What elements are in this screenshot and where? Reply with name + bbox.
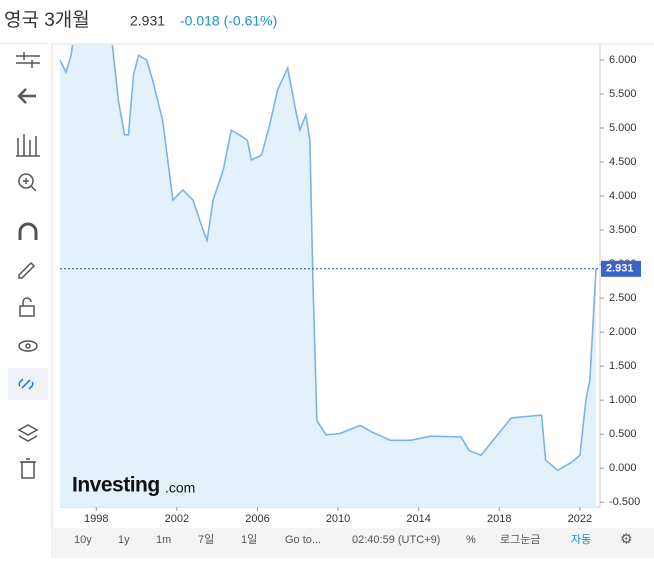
icon-zoom[interactable] — [18, 173, 34, 189]
area — [60, 45, 596, 507]
icon-magnet[interactable] — [18, 222, 38, 240]
y-tick-label: 1.500 — [609, 360, 637, 372]
change: -0.018 (-0.61%) — [180, 13, 277, 29]
plot — [60, 45, 597, 507]
bottom-bar — [52, 528, 654, 558]
icon-lock-arc[interactable] — [22, 297, 32, 306]
icon-pencil[interactable] — [18, 261, 36, 279]
y-tick-label: 4.000 — [609, 190, 637, 202]
toolbar-button[interactable]: 1y — [118, 534, 130, 546]
y-tick-label: 5.500 — [609, 88, 637, 100]
toolbar-button[interactable]: 02:40:59 (UTC+9) — [352, 534, 440, 546]
y-tick-label: 5.000 — [609, 122, 637, 134]
y-tick-label: 6.000 — [609, 54, 637, 66]
icon-eye[interactable] — [18, 340, 38, 352]
x-tick-label: 2006 — [245, 513, 269, 525]
x-tick-label: 2014 — [406, 513, 430, 525]
line — [60, 45, 597, 472]
watermark: Investing — [72, 474, 160, 497]
y-tick-label: 2.000 — [609, 326, 637, 338]
icon-trash-lid[interactable] — [20, 458, 36, 463]
y-tick-label: 3.500 — [609, 224, 637, 236]
header-bg — [0, 0, 654, 44]
y-tick-label: 4.500 — [609, 156, 637, 168]
left-toolbar — [0, 44, 52, 558]
x-tick-label: 1998 — [84, 513, 108, 525]
toolbar-button[interactable]: % — [466, 534, 476, 546]
y-tick-label: 0.500 — [609, 428, 637, 440]
icon-layers[interactable] — [17, 424, 39, 442]
last-value-label: 2.931 — [606, 263, 634, 275]
icon-zoom-plus[interactable] — [23, 178, 37, 192]
icon-back[interactable] — [17, 88, 36, 104]
icon-candles[interactable] — [16, 134, 40, 157]
last-value-tag — [601, 260, 641, 277]
y-tick-label: -0.500 — [609, 496, 640, 508]
toolbar-button[interactable]: 자동 — [571, 533, 591, 546]
y-tick-label: 1.000 — [609, 394, 637, 406]
price: 2.931 — [130, 13, 165, 29]
toolbar-button[interactable]: 10y — [74, 534, 92, 546]
toolbar-button[interactable]: 1일 — [241, 532, 257, 546]
x-tick-label: 2018 — [487, 513, 511, 525]
x-tick-label: 2002 — [165, 513, 189, 525]
watermark-suffix: .com — [165, 480, 195, 496]
y-tick-label: 0.000 — [609, 462, 637, 474]
toolbar-button[interactable]: 1m — [156, 534, 171, 546]
toolbar-button[interactable]: 7일 — [198, 532, 214, 546]
icon-eye-pupil[interactable] — [25, 343, 31, 349]
tool-icons[interactable] — [8, 52, 48, 479]
icon-settings[interactable] — [16, 52, 40, 68]
settings-gear[interactable]: ⚙ — [620, 531, 633, 547]
toolbar-button[interactable]: Go to... — [285, 534, 321, 546]
icon-link[interactable] — [18, 378, 34, 390]
icon-lock[interactable] — [19, 305, 35, 317]
y-tick-label: 2.500 — [609, 292, 637, 304]
x-tick-label: 2010 — [326, 513, 350, 525]
icon-link-bg[interactable] — [8, 368, 48, 400]
x-tick-label: 2022 — [568, 513, 592, 525]
toolbar-button[interactable]: 로그눈금 — [500, 533, 540, 546]
title: 영국 3개월 — [4, 9, 90, 31]
